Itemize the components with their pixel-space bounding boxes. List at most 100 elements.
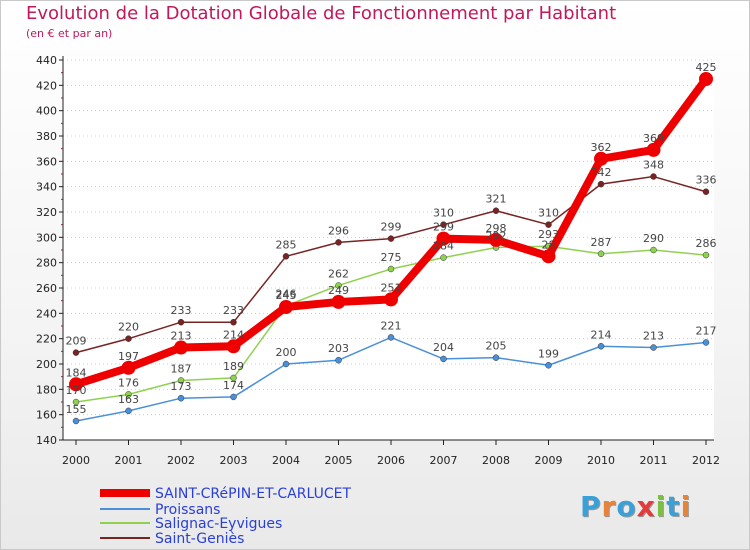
y-tick-label: 160 — [36, 409, 57, 422]
x-tick-label: 2008 — [482, 454, 510, 467]
legend-label: SAINT-CRéPIN-ET-CARLUCET — [155, 486, 351, 502]
logo-letter: i — [680, 490, 692, 523]
data-label: 189 — [223, 360, 244, 373]
data-point — [702, 188, 710, 195]
data-point — [177, 394, 185, 402]
data-label: 336 — [696, 174, 717, 187]
data-point — [702, 339, 710, 346]
data-point — [282, 360, 290, 368]
data-label: 205 — [486, 340, 507, 353]
legend-label: Proissans — [155, 502, 220, 518]
data-label: 285 — [276, 238, 297, 251]
data-point — [440, 221, 447, 228]
data-point — [545, 221, 552, 228]
data-label: 425 — [696, 61, 717, 74]
data-point — [436, 231, 451, 246]
data-point — [72, 398, 80, 406]
data-point — [335, 282, 342, 289]
data-point — [230, 374, 237, 382]
x-tick-label: 2000 — [62, 454, 90, 467]
data-label: 214 — [223, 328, 244, 341]
data-label: 296 — [328, 224, 349, 237]
data-point — [650, 246, 657, 254]
data-point — [650, 173, 657, 180]
data-label: 214 — [591, 328, 612, 341]
legend-label: Saint-Geniès — [155, 531, 244, 547]
chart-title: Evolution de la Dotation Globale de Fonc… — [26, 3, 617, 24]
y-tick-label: 360 — [36, 155, 57, 168]
data-point — [282, 253, 290, 260]
data-point — [387, 235, 395, 242]
data-label: 310 — [538, 207, 559, 220]
x-tick-label: 2003 — [220, 454, 248, 467]
data-point — [597, 250, 605, 258]
data-label: 213 — [171, 330, 192, 343]
data-label: 362 — [591, 141, 612, 154]
data-label: 197 — [118, 350, 139, 363]
data-point — [279, 300, 293, 314]
data-point — [702, 251, 710, 259]
data-point — [646, 142, 661, 157]
data-label: 292 — [486, 229, 507, 242]
data-label: 184 — [66, 366, 87, 379]
x-tick-label: 2011 — [640, 454, 668, 467]
data-label: 310 — [433, 207, 454, 220]
data-label: 293 — [538, 228, 559, 241]
data-label: 28 — [542, 238, 556, 251]
logo-letter: o — [616, 490, 637, 523]
data-point — [226, 339, 241, 354]
data-point — [335, 356, 342, 364]
y-tick-label: 280 — [36, 257, 57, 270]
y-tick-label: 240 — [36, 307, 57, 320]
data-label: 262 — [328, 267, 349, 280]
data-label: 199 — [538, 347, 559, 360]
data-label: 275 — [381, 251, 402, 264]
data-label: 245 — [276, 289, 297, 302]
x-tick-label: 2001 — [115, 454, 143, 467]
chart-subtitle: (en € et par an) — [26, 27, 113, 40]
data-point — [230, 318, 237, 326]
data-point — [597, 180, 605, 188]
x-tick-label: 2006 — [377, 454, 405, 467]
y-tick-label: 380 — [36, 130, 57, 143]
data-label: 342 — [591, 166, 612, 179]
data-label: 203 — [328, 342, 349, 355]
proxiti-logo: Proxiti — [580, 490, 691, 523]
x-tick-label: 2012 — [692, 454, 720, 467]
y-tick-label: 260 — [36, 282, 57, 295]
logo-letter: x — [636, 490, 656, 523]
logo-letter: t — [666, 490, 681, 523]
data-point — [230, 393, 237, 401]
data-label: 155 — [66, 403, 87, 416]
data-point — [125, 335, 132, 342]
data-label: 173 — [171, 380, 192, 393]
data-point — [125, 407, 132, 415]
data-point — [72, 349, 80, 356]
y-tick-label: 320 — [36, 206, 57, 219]
plot-area — [63, 56, 714, 440]
data-point — [177, 377, 185, 384]
data-point — [492, 354, 500, 361]
data-label: 286 — [696, 237, 717, 250]
data-point — [387, 334, 395, 341]
data-label: 204 — [433, 341, 454, 354]
data-point — [331, 294, 346, 309]
y-tick-label: 200 — [36, 358, 57, 371]
data-point — [69, 377, 83, 392]
y-tick-label: 220 — [36, 333, 57, 346]
y-tick-label: 180 — [36, 383, 57, 396]
data-label: 246 — [276, 288, 297, 301]
data-point — [541, 249, 556, 264]
data-point — [489, 232, 503, 247]
x-tick-label: 2004 — [272, 454, 300, 467]
data-label: 187 — [171, 362, 192, 375]
x-tick-label: 2007 — [430, 454, 458, 467]
data-label: 369 — [643, 132, 664, 145]
data-label: 321 — [486, 193, 507, 206]
logo-letter: i — [655, 490, 667, 523]
data-label: 348 — [643, 159, 664, 172]
data-label: 233 — [171, 304, 192, 317]
x-tick-label: 2009 — [535, 454, 563, 467]
data-label: 209 — [66, 335, 87, 348]
